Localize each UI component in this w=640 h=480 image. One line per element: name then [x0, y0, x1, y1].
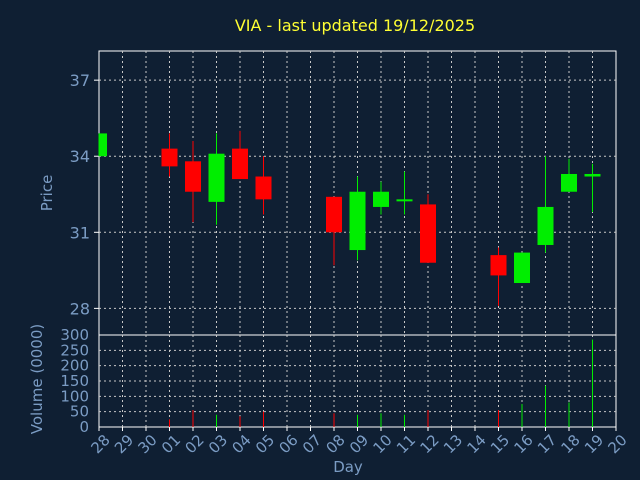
volume-axis-label: Volume (0000) [28, 324, 46, 434]
candle-body [185, 161, 201, 192]
candle-18 [561, 158, 577, 192]
candle-body [161, 148, 178, 167]
candle-body [420, 204, 436, 263]
candle-02 [185, 141, 201, 223]
chart-title: VIA - last updated 19/12/2025 [235, 16, 475, 35]
day-tick-label: 14 [464, 431, 490, 457]
day-tick-label: 12 [417, 431, 443, 457]
price-axis-ticks: 28 31 34 37 [70, 71, 99, 318]
candle-body [255, 176, 272, 200]
candle-09 [349, 176, 366, 261]
volume-tick-label: 250 [60, 341, 89, 359]
day-tick-label: 28 [88, 431, 114, 457]
day-tick-label: 16 [511, 431, 537, 457]
candle-19 [584, 163, 601, 213]
day-tick-label: 18 [558, 431, 584, 457]
day-tick-label: 11 [393, 431, 419, 457]
candle-05 [255, 156, 272, 215]
day-tick-label: 15 [487, 431, 513, 457]
candle-body [373, 191, 389, 207]
candle-body [396, 199, 413, 202]
day-tick-label: 20 [605, 431, 631, 457]
candle-08 [326, 196, 342, 266]
price-tick-label: 31 [70, 223, 90, 242]
candle-body [514, 252, 530, 284]
candle-body [537, 206, 554, 245]
day-tick-label: 06 [276, 431, 302, 457]
day-tick-label: 02 [182, 431, 208, 457]
volume-tick-label: 300 [60, 326, 89, 344]
candle-01 [161, 133, 178, 177]
day-tick-label: 07 [299, 431, 325, 457]
volume-tick-label: 200 [60, 357, 89, 375]
candle-body [232, 148, 248, 180]
candle-15 [490, 247, 507, 306]
candle-body [99, 133, 107, 157]
volume-tick-label: 100 [60, 387, 89, 405]
day-axis-label: Day [333, 458, 363, 476]
candle-body [349, 191, 366, 251]
day-tick-label: 29 [111, 431, 137, 457]
day-tick-label: 30 [135, 431, 161, 457]
candle-11 [396, 171, 413, 215]
volume-tick-label: 50 [70, 403, 89, 421]
day-tick-label: 19 [581, 431, 607, 457]
candle-12 [420, 194, 436, 263]
candle-04 [232, 130, 248, 180]
day-tick-label: 10 [370, 431, 396, 457]
price-tick-label: 28 [70, 299, 90, 318]
day-axis-ticks: 2829300102030405060708091011121314151617… [88, 427, 631, 457]
day-tick-label: 17 [534, 431, 560, 457]
volume-grid [99, 335, 616, 427]
day-tick-label: 03 [205, 431, 231, 457]
day-tick-label: 05 [252, 431, 278, 457]
candle-03 [208, 133, 225, 225]
candle-28 [98, 133, 107, 157]
candle-body [561, 173, 577, 192]
candle-body [490, 255, 507, 276]
volume-tick-label: 150 [60, 372, 89, 390]
price-tick-label: 37 [70, 71, 90, 90]
candle-16 [514, 252, 530, 284]
day-tick-label: 04 [229, 431, 255, 457]
candle-17 [537, 156, 554, 253]
candle-body [326, 196, 342, 233]
volume-bars [169, 339, 593, 427]
candles [98, 130, 601, 306]
day-tick-label: 09 [346, 431, 372, 457]
day-tick-label: 08 [323, 431, 349, 457]
candle-10 [373, 181, 389, 215]
volume-tick-label: 0 [79, 418, 89, 436]
day-tick-label: 13 [440, 431, 466, 457]
price-panel: 28 31 34 37 Price [38, 50, 617, 336]
price-axis-label: Price [38, 175, 56, 212]
candle-body [208, 153, 225, 202]
price-tick-label: 34 [70, 147, 90, 166]
day-tick-label: 01 [158, 431, 184, 457]
candle-body [584, 173, 601, 177]
